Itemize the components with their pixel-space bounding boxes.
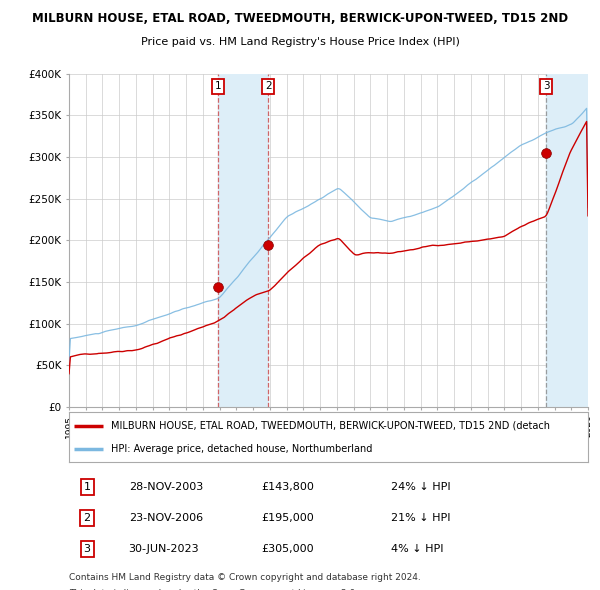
Text: 21% ↓ HPI: 21% ↓ HPI: [391, 513, 450, 523]
Text: 2: 2: [83, 513, 91, 523]
Bar: [218, 74, 268, 407]
Text: £305,000: £305,000: [261, 545, 314, 554]
Text: 2: 2: [265, 81, 272, 91]
Text: HPI: Average price, detached house, Northumberland: HPI: Average price, detached house, Nort…: [110, 444, 372, 454]
Text: 3: 3: [542, 81, 549, 91]
Text: MILBURN HOUSE, ETAL ROAD, TWEEDMOUTH, BERWICK-UPON-TWEED, TD15 2ND (detach: MILBURN HOUSE, ETAL ROAD, TWEEDMOUTH, BE…: [110, 421, 550, 431]
Text: This data is licensed under the Open Government Licence v3.0.: This data is licensed under the Open Gov…: [69, 589, 358, 590]
Text: £143,800: £143,800: [261, 483, 314, 492]
Text: 4% ↓ HPI: 4% ↓ HPI: [391, 545, 443, 554]
Bar: [546, 74, 588, 407]
Text: 23-NOV-2006: 23-NOV-2006: [128, 513, 203, 523]
Text: 3: 3: [83, 545, 91, 554]
Text: 30-JUN-2023: 30-JUN-2023: [128, 545, 199, 554]
Text: MILBURN HOUSE, ETAL ROAD, TWEEDMOUTH, BERWICK-UPON-TWEED, TD15 2ND: MILBURN HOUSE, ETAL ROAD, TWEEDMOUTH, BE…: [32, 12, 568, 25]
Text: £195,000: £195,000: [261, 513, 314, 523]
Text: Contains HM Land Registry data © Crown copyright and database right 2024.: Contains HM Land Registry data © Crown c…: [69, 573, 421, 582]
Text: 28-NOV-2003: 28-NOV-2003: [128, 483, 203, 492]
Text: Price paid vs. HM Land Registry's House Price Index (HPI): Price paid vs. HM Land Registry's House …: [140, 37, 460, 47]
Text: 1: 1: [83, 483, 91, 492]
Bar: [546, 74, 588, 407]
Text: 1: 1: [215, 81, 221, 91]
Text: 24% ↓ HPI: 24% ↓ HPI: [391, 483, 451, 492]
